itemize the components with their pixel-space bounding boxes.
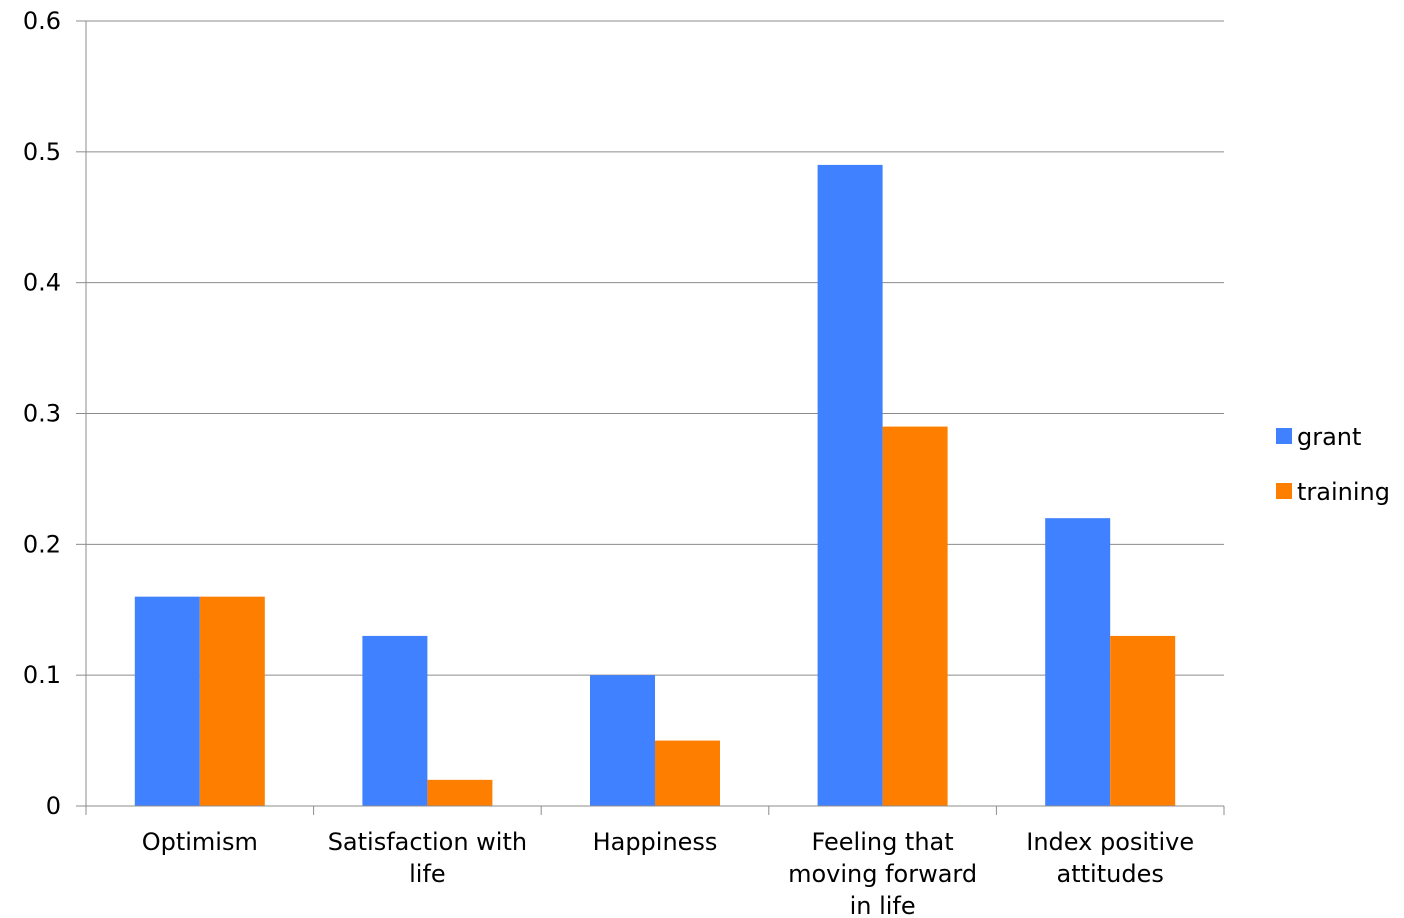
y-tick-label: 0.3: [23, 400, 61, 428]
bar-grant: [590, 675, 655, 806]
x-category-label-line: Feeling that: [812, 828, 954, 856]
x-category-label: Optimism: [142, 828, 258, 856]
x-axis-labels: Optimism Satisfaction with life Happiness Fe…: [142, 828, 1194, 918]
x-category-label: Satisfaction with life: [328, 828, 527, 888]
bar-training: [655, 740, 720, 806]
bar-grant: [362, 635, 428, 806]
x-axis-ticks: [85, 806, 1225, 815]
bar-training: [427, 779, 493, 806]
x-category-label-line: in life: [850, 892, 916, 918]
bar-grant: [817, 164, 883, 806]
y-tick-label: 0.1: [23, 661, 61, 689]
x-category-label-line: moving forward: [788, 860, 977, 888]
legend-swatch-grant: [1276, 428, 1292, 444]
y-tick-label: 0.5: [23, 138, 61, 166]
x-category-label-line: Optimism: [142, 828, 258, 856]
y-tick-label: 0.2: [23, 530, 61, 558]
x-category-label: Index positive attitudes: [1026, 828, 1194, 888]
bar-grant: [134, 596, 200, 806]
x-category-label: Feeling that moving forward in life: [788, 828, 977, 918]
x-category-label-line: Index positive: [1026, 828, 1194, 856]
gridlines: [86, 20, 1224, 676]
x-category-label-line: Satisfaction with: [328, 828, 527, 856]
y-axis-ticks: 0 0.1 0.2 0.3 0.4 0.5 0.6: [23, 7, 86, 820]
x-category-label-line: attitudes: [1057, 860, 1164, 888]
legend: grant training: [1276, 423, 1390, 506]
bars: [134, 164, 1176, 806]
bar-training: [1110, 635, 1176, 806]
x-category-label-line: life: [409, 860, 446, 888]
bar-grant: [1045, 518, 1111, 806]
x-category-label: Happiness: [593, 828, 718, 856]
bar-training: [199, 596, 265, 806]
y-tick-label: 0: [46, 792, 61, 820]
legend-swatch-training: [1276, 483, 1292, 499]
y-tick-label: 0.4: [23, 269, 61, 297]
legend-label-training: training: [1297, 478, 1390, 506]
bar-training: [882, 426, 948, 806]
x-category-label-line: Happiness: [593, 828, 718, 856]
legend-label-grant: grant: [1297, 423, 1361, 451]
y-tick-label: 0.6: [23, 7, 61, 35]
